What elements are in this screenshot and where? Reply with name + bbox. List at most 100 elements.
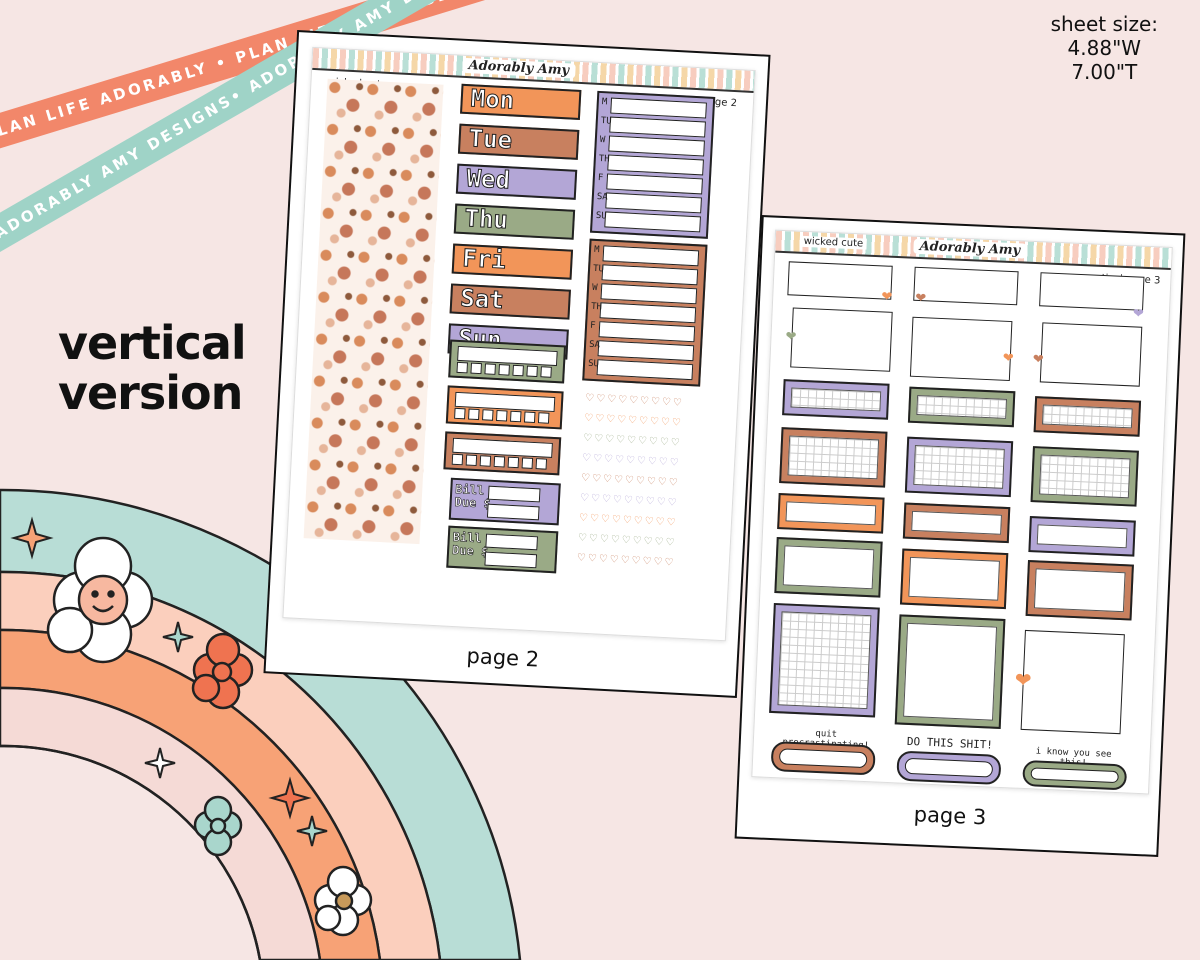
row-label: TH <box>598 154 610 165</box>
framed-box-brown <box>902 502 1011 544</box>
page-3-sheet: Adorably Amy wicked cute vertical page 3… <box>751 229 1173 795</box>
day-sticker-tue: Tue <box>457 123 580 160</box>
grid-box-brown <box>779 427 888 488</box>
heart-icon: ❤ <box>1002 350 1015 367</box>
heart-line: ♡♡♡♡♡♡♡♡♡ <box>578 512 678 529</box>
banner-pill-brown <box>770 740 876 776</box>
framed-box-lavender <box>1028 516 1136 557</box>
day-sticker-wed: Wed <box>455 163 578 200</box>
heart-icon: ❤ <box>785 329 797 345</box>
open-box <box>909 316 1013 382</box>
version-line-1: vertical <box>58 316 247 370</box>
page-3-caption: page 3 <box>913 802 987 830</box>
weekly-list-brown: M TU W TH F SA SU <box>582 238 708 387</box>
heart-line: ♡♡♡♡♡♡♡♡♡ <box>576 552 676 569</box>
sparkle-icon <box>268 776 312 820</box>
teal-flower-icon <box>193 795 243 857</box>
page-2-sheet: Adorably Amy wicked cute vertical page 2… <box>282 46 756 642</box>
row-label: M <box>593 244 600 256</box>
motivation-banner-2: DO THIS SHIT! <box>906 734 994 752</box>
grid-box-sage <box>1030 446 1139 507</box>
large-open-box <box>1020 629 1125 735</box>
day-label: Thu <box>463 204 509 235</box>
row-label: F <box>597 172 604 184</box>
large-box-sage <box>894 614 1006 729</box>
row-label: SA <box>596 191 608 203</box>
framed-box-orange <box>899 548 1009 610</box>
banner-pill-lavender <box>896 750 1002 785</box>
framed-box-orange <box>777 493 885 534</box>
heart-line: ♡♡♡♡♡♡♡♡♡ <box>579 492 679 509</box>
sheet-size-width: 4.88"W <box>1067 36 1142 60</box>
patterned-washi-strip <box>303 78 444 545</box>
checklist-sticker-brown <box>443 431 562 476</box>
heart-icon: ❤ <box>914 290 927 307</box>
heart-icon: ❤ <box>881 289 893 305</box>
framed-box-sage <box>774 537 883 598</box>
row-label: F <box>589 320 596 332</box>
open-box <box>1039 272 1145 311</box>
sparkle-icon <box>162 621 194 653</box>
grid-box-lavender <box>782 379 890 420</box>
large-grid-box-lavender <box>769 602 880 718</box>
heart-line: ♡♡♡♡♡♡♡♡♡ <box>580 472 680 489</box>
framed-box-brown <box>1025 559 1134 621</box>
day-sticker-thu: Thu <box>453 203 576 240</box>
row-label: SA <box>588 339 601 351</box>
page-2-caption: page 2 <box>466 643 540 672</box>
due-text: Due <box>451 542 475 559</box>
banner-pill-sage <box>1022 759 1128 791</box>
heart-icon: ❤ <box>1032 352 1044 368</box>
day-label: Fri <box>461 244 507 275</box>
page-2-card: Adorably Amy wicked cute vertical page 2… <box>265 32 769 696</box>
day-sticker-mon: Mon <box>460 83 582 120</box>
heart-line: ♡♡♡♡♡♡♡♡♡ <box>582 432 683 449</box>
weekly-list-lavender: M TU W TH F SA SU <box>589 90 716 239</box>
heart-icon: ❤ <box>1132 306 1145 322</box>
open-box <box>913 266 1019 306</box>
open-box <box>790 307 893 372</box>
row-label: TU <box>592 263 605 275</box>
open-box <box>787 261 893 300</box>
sparkle-icon <box>10 516 54 560</box>
heart-icon: ❤ <box>1014 667 1033 693</box>
row-label: SU <box>595 210 607 222</box>
row-label: TU <box>600 116 612 127</box>
vertical-version-heading: vertical version <box>58 316 247 420</box>
rainbow-decoration <box>0 488 522 960</box>
coral-flower-icon <box>191 632 254 710</box>
page-3-card: Adorably Amy wicked cute vertical page 3… <box>736 217 1184 855</box>
smiley-flower-icon <box>46 536 154 664</box>
row-label: W <box>599 135 606 146</box>
sheet-size-title: sheet size: <box>1050 12 1158 36</box>
day-label: Tue <box>468 124 514 155</box>
row-label: SU <box>587 358 600 370</box>
row-label: M <box>601 97 608 108</box>
day-label: Mon <box>470 84 516 115</box>
day-label: Sat <box>459 283 505 315</box>
version-line-2: version <box>58 366 243 420</box>
open-box <box>1039 322 1143 387</box>
checklist-sticker-sage <box>448 339 567 384</box>
heart-line: ♡♡♡♡♡♡♡♡♡ <box>585 392 685 409</box>
due-text: Due <box>454 494 477 511</box>
checklist-sticker-orange <box>445 385 564 430</box>
sparkle-icon <box>144 747 176 779</box>
sheet-size-label: sheet size: 4.88"W 7.00"T <box>1051 12 1158 84</box>
heart-line: ♡♡♡♡♡♡♡♡♡ <box>581 452 682 469</box>
heart-lines: ♡♡♡♡♡♡♡♡♡ ♡♡♡♡♡♡♡♡♡ ♡♡♡♡♡♡♡♡♡ ♡♡♡♡♡♡♡♡♡ … <box>576 393 699 579</box>
day-sticker-fri: Fri <box>451 243 574 280</box>
day-label: Wed <box>465 164 511 195</box>
heart-line: ♡♡♡♡♡♡♡♡♡ <box>577 532 677 549</box>
day-sticker-sat: Sat <box>449 283 571 320</box>
white-flower-icon <box>313 865 373 937</box>
grid-box-brown <box>1033 396 1142 437</box>
sparkle-icon <box>296 815 328 847</box>
grid-box-sage <box>907 386 1016 428</box>
heart-line: ♡♡♡♡♡♡♡♡♡ <box>583 412 684 429</box>
grid-box-lavender <box>904 436 1014 498</box>
